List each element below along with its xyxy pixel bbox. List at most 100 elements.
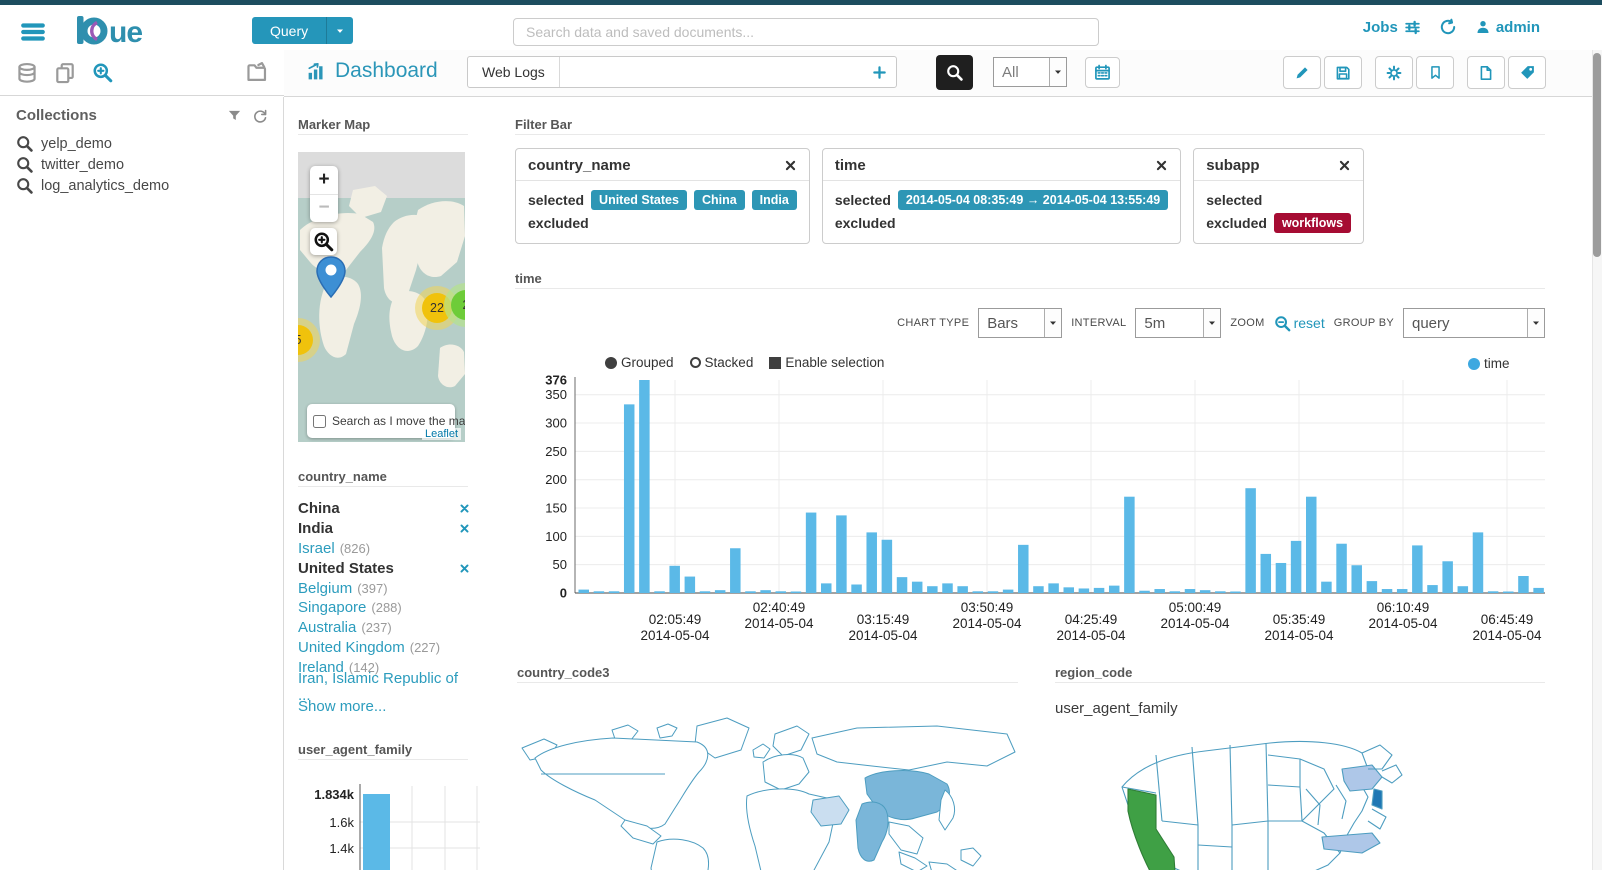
leaflet-attribution-link[interactable]: Leaflet — [421, 428, 461, 440]
svg-text:376: 376 — [545, 373, 567, 388]
map-magnify-button[interactable] — [310, 228, 337, 255]
us-choropleth-map[interactable] — [1110, 725, 1425, 870]
facet-value-link[interactable]: United Kingdom — [298, 638, 405, 656]
hue-logo[interactable]: ue — [76, 13, 172, 52]
documents-icon[interactable] — [54, 62, 76, 84]
facet-value-link[interactable]: Belgium — [298, 579, 353, 597]
facet-row: Australia (237) — [298, 618, 470, 638]
world-choropleth-map[interactable] — [517, 700, 1018, 870]
zoom-reset-link[interactable]: reset — [1274, 315, 1325, 332]
search-as-move-checkbox[interactable] — [313, 413, 326, 429]
map-zoom-in-button[interactable]: + — [318, 168, 330, 190]
collection-name[interactable]: Web Logs — [468, 57, 560, 87]
refresh-icon[interactable] — [252, 108, 268, 124]
remove-facet-icon[interactable] — [459, 503, 470, 514]
filter-badge[interactable]: 2014-05-04 08:35:49 → 2014-05-04 13:55:4… — [897, 189, 1169, 210]
user-menu[interactable]: admin — [1475, 19, 1540, 36]
facet-row: Show more... — [298, 697, 470, 717]
ua-family-divider — [298, 759, 468, 760]
tags-button[interactable] — [1508, 56, 1546, 89]
stacked-option[interactable]: Stacked — [689, 355, 753, 370]
collections-header: Collections — [16, 107, 268, 124]
region-code-title: region_code — [1055, 665, 1133, 680]
database-icon[interactable] — [16, 62, 38, 84]
collection-item[interactable]: yelp_demo — [16, 133, 268, 154]
close-icon[interactable] — [1312, 159, 1351, 172]
filter-bar-divider — [515, 134, 1545, 135]
grouped-option[interactable]: Grouped — [605, 355, 674, 370]
filter-badge[interactable]: China — [693, 189, 745, 210]
search-icon — [16, 135, 33, 152]
scope-select[interactable]: All — [993, 57, 1067, 87]
map-marker-pin[interactable] — [316, 256, 346, 298]
history-icon[interactable] — [1439, 18, 1457, 36]
facet-count: (237) — [361, 620, 392, 636]
edit-button[interactable] — [1283, 56, 1321, 89]
map-zoom-out-button[interactable]: − — [310, 193, 338, 223]
svg-text:0: 0 — [560, 586, 567, 601]
collection-item[interactable]: twitter_demo — [16, 154, 268, 175]
marker-map-divider — [298, 134, 468, 135]
jobs-link[interactable]: Jobs — [1363, 19, 1421, 36]
filter-badge[interactable]: India — [751, 189, 797, 210]
caret-down-icon — [1527, 309, 1544, 337]
facet-show-more[interactable]: Show more... — [298, 698, 387, 716]
ua-family-chart[interactable]: 1.834k 1.6k 1.4k — [298, 772, 488, 870]
global-search-input[interactable] — [513, 18, 1099, 46]
remove-facet-icon[interactable] — [459, 523, 470, 534]
hamburger-menu-icon[interactable] — [20, 19, 46, 45]
country-code3-title: country_code3 — [517, 665, 610, 680]
filter-excluded-label: excluded — [1206, 214, 1267, 231]
facet-value-link[interactable]: China — [298, 500, 340, 518]
filter-badge[interactable]: United States — [591, 189, 687, 210]
calendar-icon — [1094, 64, 1111, 81]
plus-icon[interactable] — [862, 57, 896, 87]
map-search-toggle: Search as I move the map — [307, 404, 465, 438]
settings-button[interactable] — [1375, 56, 1413, 89]
query-button[interactable]: Query — [252, 17, 354, 44]
tag-icon — [1519, 64, 1536, 81]
funnel-icon[interactable] — [227, 108, 242, 124]
marker-map[interactable]: + − 5 22 2 Search as I move the map Leaf… — [298, 152, 465, 442]
search-as-move-label: Search as I move the map — [332, 414, 465, 428]
dashboard-actions — [1283, 56, 1546, 89]
bookmark-button[interactable] — [1416, 56, 1454, 89]
facet-value-link[interactable]: Australia — [298, 619, 357, 637]
remove-facet-icon[interactable] — [459, 563, 470, 574]
facet-value-link[interactable]: Iran, Islamic Republic of ... — [298, 670, 459, 705]
svg-text:05:00:49: 05:00:49 — [1169, 600, 1222, 615]
interval-select[interactable]: 5m — [1135, 308, 1222, 338]
facet-value-link[interactable]: Ireland — [298, 658, 344, 676]
facet-value-link[interactable]: United States — [298, 559, 394, 577]
map-cluster[interactable]: 5 — [298, 318, 320, 362]
collection-item[interactable]: log_analytics_demo — [16, 175, 268, 196]
vertical-scrollbar-track[interactable] — [1592, 50, 1602, 870]
calendar-button[interactable] — [1085, 57, 1120, 88]
facet-value-link[interactable]: India — [298, 520, 334, 538]
facet-value-link[interactable]: Israel — [298, 539, 335, 557]
time-bar-chart[interactable]: 05010015020025030035037602:05:492014-05-… — [515, 372, 1550, 655]
filter-badge[interactable]: workflows — [1273, 212, 1352, 233]
time-chart-controls: CHART TYPE Bars INTERVAL 5m ZOOM reset G… — [515, 307, 1545, 339]
caret-down-icon[interactable] — [326, 17, 353, 44]
folder-open-icon[interactable] — [246, 61, 268, 84]
close-icon[interactable] — [1129, 159, 1168, 172]
enable-selection-option[interactable]: Enable selection — [769, 355, 884, 370]
new-document-button[interactable] — [1467, 56, 1505, 89]
collections-tools — [227, 108, 268, 124]
chart-type-select[interactable]: Bars — [978, 308, 1063, 338]
save-button[interactable] — [1324, 56, 1362, 89]
country-facet-title: country_name — [298, 469, 387, 484]
zoom-in-icon[interactable] — [92, 62, 113, 83]
time-series-legend[interactable]: time — [1468, 356, 1510, 375]
map-cluster[interactable]: 2 — [444, 283, 465, 327]
dashboard-search-input[interactable] — [559, 57, 862, 87]
vertical-scrollbar-thumb[interactable] — [1593, 53, 1601, 257]
chart-type-label: CHART TYPE — [897, 317, 970, 329]
page-title: Dashboard — [306, 59, 438, 83]
search-button[interactable] — [936, 55, 973, 90]
time-widget-divider — [515, 288, 1545, 289]
close-icon[interactable] — [758, 159, 797, 172]
group-by-select[interactable]: query — [1403, 308, 1545, 338]
facet-value-link[interactable]: Singapore — [298, 599, 367, 617]
